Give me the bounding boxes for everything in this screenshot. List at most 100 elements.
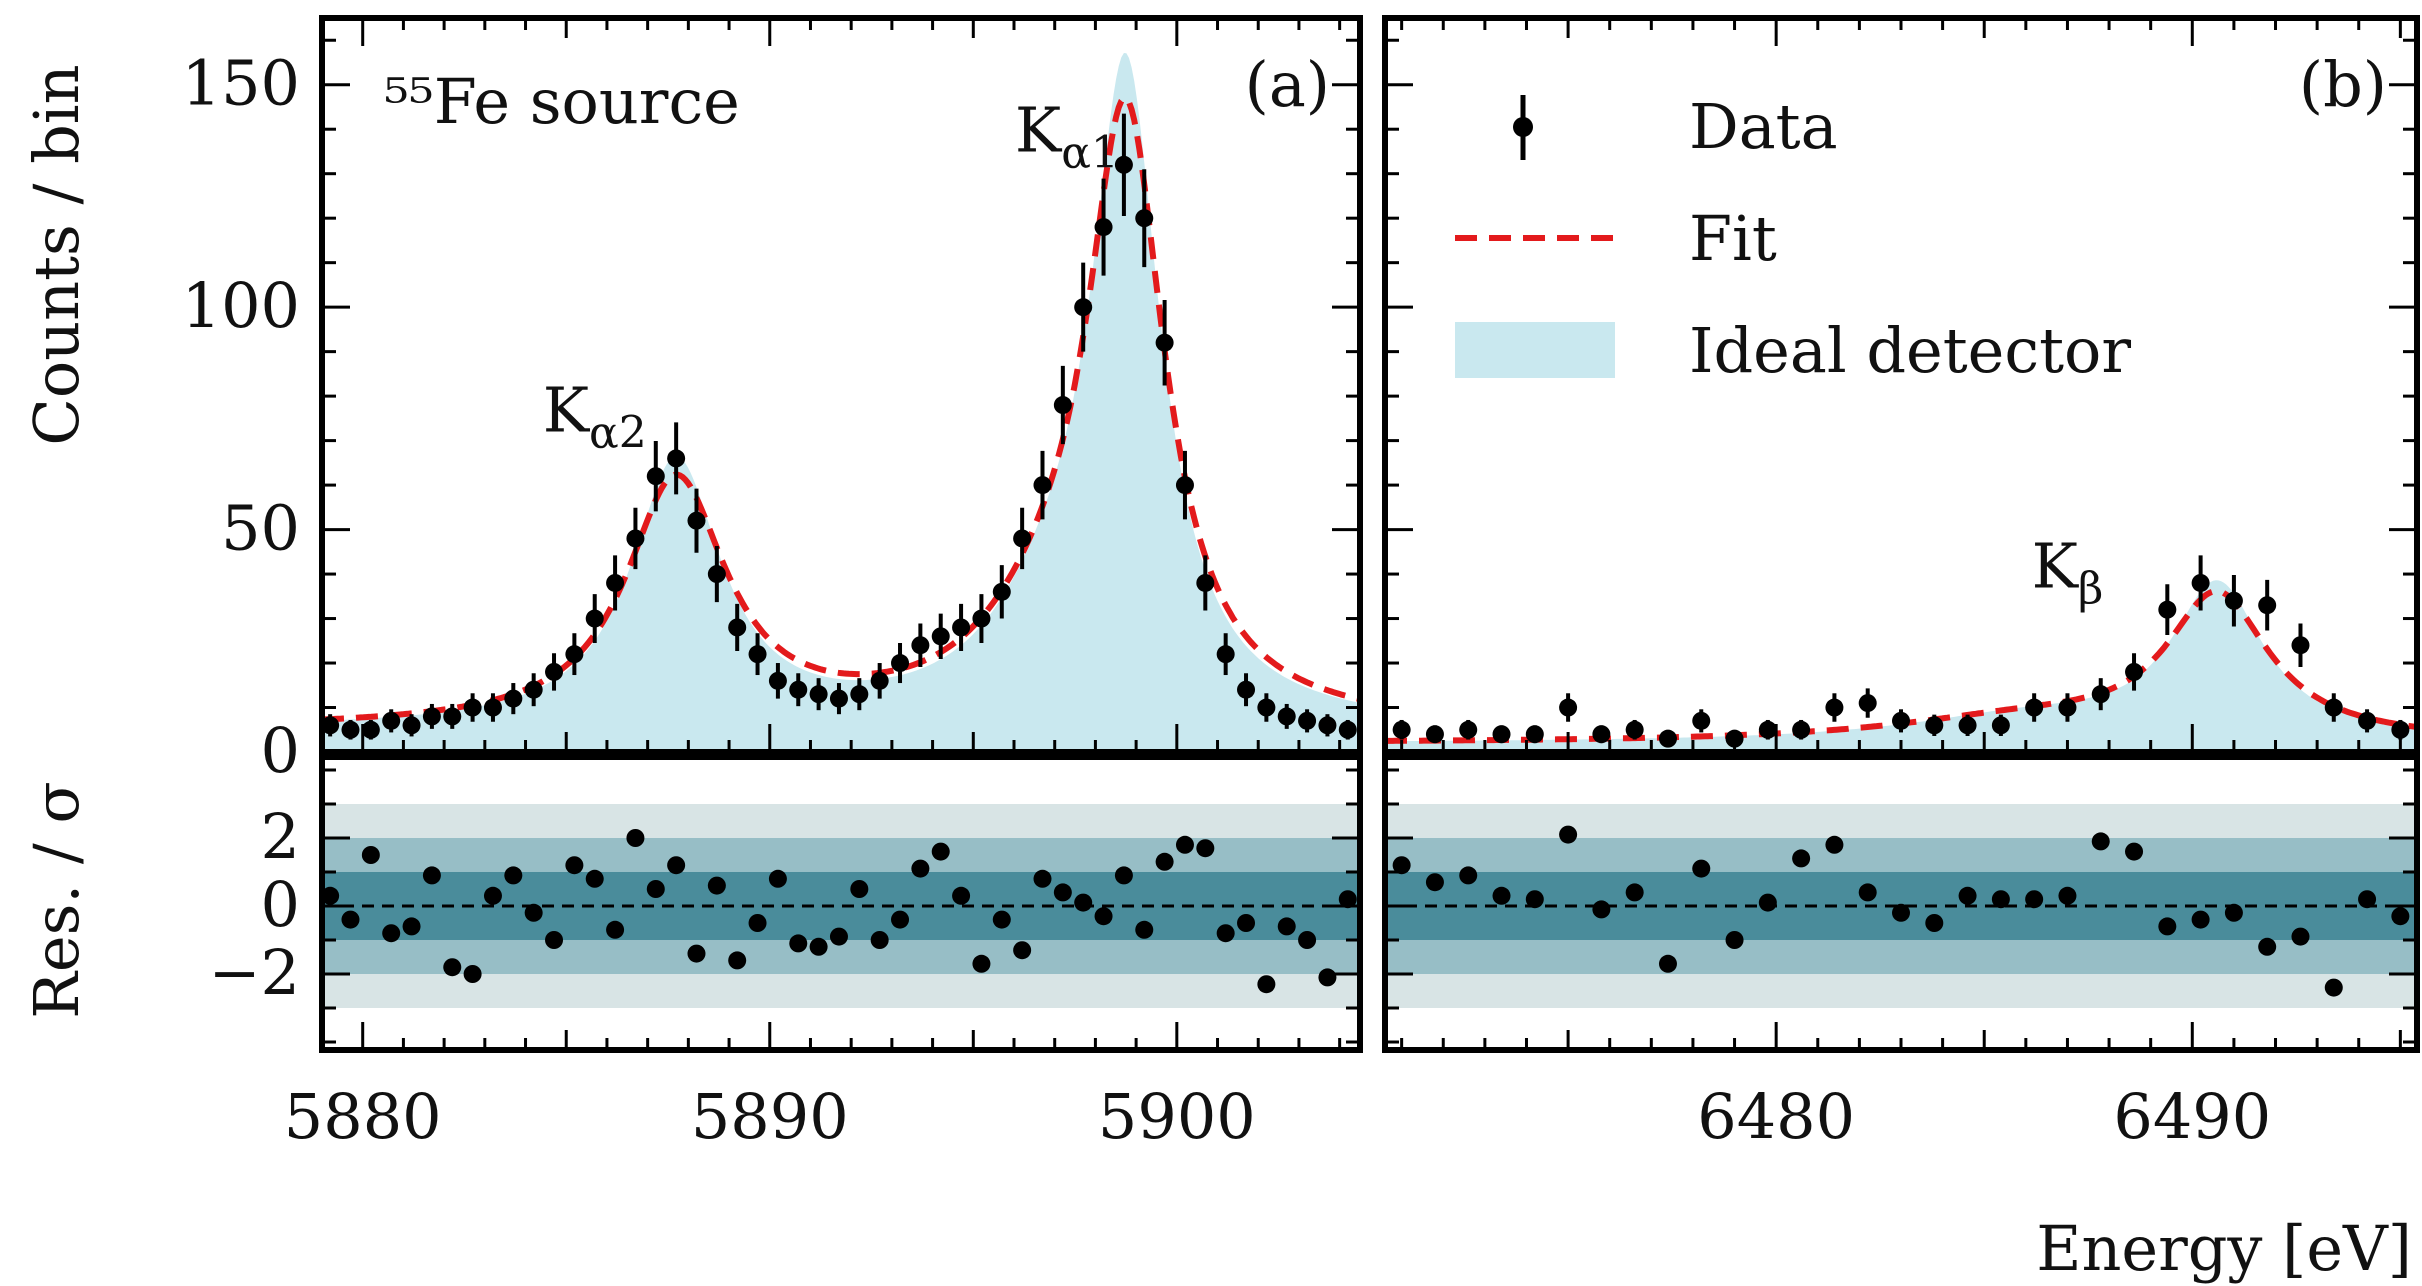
residual-marker (402, 917, 421, 936)
residual-marker (606, 920, 625, 939)
data-marker (1257, 698, 1276, 717)
data-point (829, 683, 848, 715)
residual-marker (1925, 914, 1944, 932)
residual-frame (319, 754, 1363, 1053)
data-point (1257, 693, 1276, 722)
data-point (1892, 709, 1910, 733)
res-y-tick-label: 0 (261, 868, 300, 941)
residual-marker (341, 910, 360, 929)
data-marker (2191, 573, 2210, 592)
residual-marker (463, 965, 482, 983)
data-marker (2258, 596, 2277, 615)
data-marker (2324, 698, 2343, 717)
data-point (2091, 678, 2110, 711)
data-marker (1237, 680, 1256, 699)
data-marker (931, 627, 950, 646)
x-tick-label: 5900 (1098, 1080, 1256, 1153)
residual-marker (1525, 890, 1544, 909)
data-marker (1155, 333, 1174, 352)
residual-marker (382, 924, 401, 943)
data-point (2291, 623, 2310, 668)
data-point (626, 507, 645, 570)
data-point (2025, 693, 2044, 722)
data-point (585, 594, 604, 644)
x-axis-title: Energy [eV] (2036, 1212, 2412, 1285)
data-point (2058, 693, 2077, 722)
residual-marker (2391, 907, 2410, 926)
data-marker (1525, 725, 1544, 744)
residual-marker (504, 866, 523, 885)
data-marker (2025, 698, 2044, 717)
legend-fit-label: Fit (1689, 202, 1777, 275)
residual-marker (687, 944, 706, 963)
data-point (707, 546, 726, 603)
data-point (1114, 113, 1133, 216)
data-point (1559, 693, 1578, 722)
residual-marker (1033, 869, 1052, 888)
data-point (1013, 507, 1032, 570)
legend-ideal-label: Ideal detector (1689, 314, 2131, 387)
residual-marker (870, 931, 889, 949)
data-point (1053, 365, 1072, 445)
data-marker (1991, 716, 2010, 735)
residual-marker (1991, 890, 2010, 909)
data-marker (687, 511, 706, 530)
peak-label: Kβ (2032, 529, 2104, 614)
data-marker (1053, 396, 1072, 415)
y-axis-title-counts: Counts / bin (20, 64, 93, 445)
data-marker (1459, 720, 1478, 739)
y-tick-label: 150 (182, 47, 300, 120)
residual-marker (565, 856, 584, 875)
data-marker (2224, 591, 2243, 610)
residual-marker (768, 869, 787, 888)
residual-marker (1425, 873, 1444, 892)
data-point (646, 441, 665, 512)
data-point (1525, 725, 1544, 744)
residual-marker (911, 859, 930, 878)
data-marker (1825, 698, 1844, 717)
res-y-tick-label: 2 (261, 800, 300, 873)
data-point (1792, 719, 1811, 740)
data-marker (1074, 298, 1093, 317)
data-marker (1277, 707, 1296, 726)
data-point (402, 714, 421, 737)
data-point (1338, 719, 1357, 740)
residual-marker (1825, 835, 1844, 854)
data-marker (443, 707, 462, 726)
data-marker (1958, 716, 1977, 735)
residual-plot-area (1385, 804, 2417, 1008)
data-marker (1013, 529, 1032, 548)
residual-marker (2291, 927, 2310, 946)
residual-marker (1114, 866, 1133, 885)
residual-marker (1216, 924, 1235, 943)
data-point (972, 594, 991, 644)
y-tick-label: 0 (261, 714, 300, 787)
data-point (322, 714, 340, 737)
data-point (1825, 693, 1844, 722)
data-point (931, 613, 950, 660)
residual-marker (1725, 931, 1744, 949)
data-point (1658, 729, 1677, 748)
residual-marker (1155, 852, 1174, 871)
residual-marker (1559, 825, 1578, 844)
residual-marker (626, 829, 645, 847)
data-point (443, 703, 462, 729)
data-point (768, 663, 787, 699)
data-point (422, 703, 441, 729)
legend-ideal-swatch (1455, 322, 1615, 378)
residual-marker (1338, 890, 1357, 909)
data-marker (1392, 720, 1411, 739)
data-marker (1033, 476, 1052, 495)
data-marker (911, 636, 930, 655)
data-marker (1318, 716, 1337, 735)
data-point (1625, 719, 1644, 740)
panel-b: (b) Kβ 6480 6490 (1382, 15, 2420, 1153)
data-marker (1725, 729, 1744, 748)
data-marker (646, 467, 665, 486)
residual-marker (1459, 866, 1478, 885)
residual-marker (952, 886, 971, 905)
residual-marker (748, 914, 767, 932)
data-point (2324, 693, 2343, 722)
data-point (1958, 714, 1977, 736)
data-marker (829, 689, 848, 708)
